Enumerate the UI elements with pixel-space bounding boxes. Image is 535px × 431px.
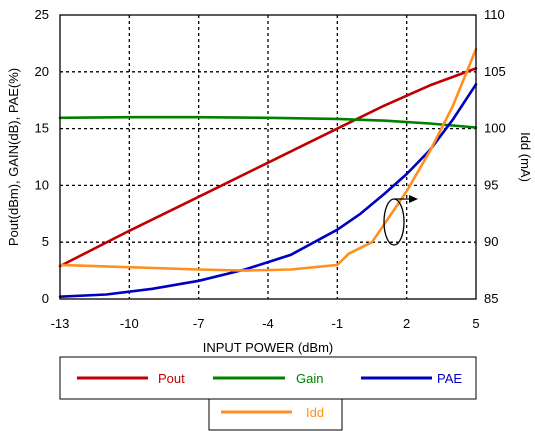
- legend-box-idd: [208, 398, 343, 431]
- y-tick-left: 15: [35, 121, 49, 136]
- y-tick-right: 90: [484, 234, 498, 249]
- y-tick-right: 95: [484, 177, 498, 192]
- x-tick-label: 2: [403, 316, 410, 331]
- y-tick-right: 110: [484, 7, 505, 22]
- x-tick-label: -4: [262, 316, 274, 331]
- y-tick-right: 85: [484, 291, 498, 306]
- idd-marker-arrow-head: [409, 195, 418, 203]
- plot-frame: [59, 14, 477, 300]
- legend-label-pout: Pout: [158, 371, 185, 386]
- y-tick-left: 0: [42, 291, 49, 306]
- y-tick-right: 105: [484, 64, 506, 79]
- x-tick-label: -13: [51, 316, 70, 331]
- y-tick-right: 100: [484, 121, 506, 136]
- x-tick-label: 5: [472, 316, 479, 331]
- annotations: [383, 195, 418, 246]
- y-axis-right-label: Idd (mA): [518, 132, 533, 182]
- y-tick-left: 10: [35, 177, 49, 192]
- x-tick-label: -10: [120, 316, 139, 331]
- legend-label-idd: Idd: [306, 405, 324, 420]
- y-tick-left: 20: [35, 64, 49, 79]
- series-line-idd: [58, 47, 478, 272]
- series-line-gain: [58, 115, 478, 129]
- y-tick-left: 5: [42, 234, 49, 249]
- legend-label-gain: Gain: [296, 371, 323, 386]
- legend-label-pae: PAE: [437, 371, 462, 386]
- x-tick-label: -1: [332, 316, 344, 331]
- legend: Pout Gain PAE Idd: [59, 356, 477, 431]
- x-tick-label: -7: [193, 316, 205, 331]
- series-lines: [58, 47, 478, 299]
- gridlines: [60, 15, 476, 299]
- series-line-pout: [58, 67, 478, 268]
- y-axis-left-label: Pout(dBm), GAIN(dB), PAE(%): [6, 68, 21, 246]
- x-axis-label: INPUT POWER (dBm): [203, 340, 334, 355]
- y-tick-left: 25: [35, 7, 49, 22]
